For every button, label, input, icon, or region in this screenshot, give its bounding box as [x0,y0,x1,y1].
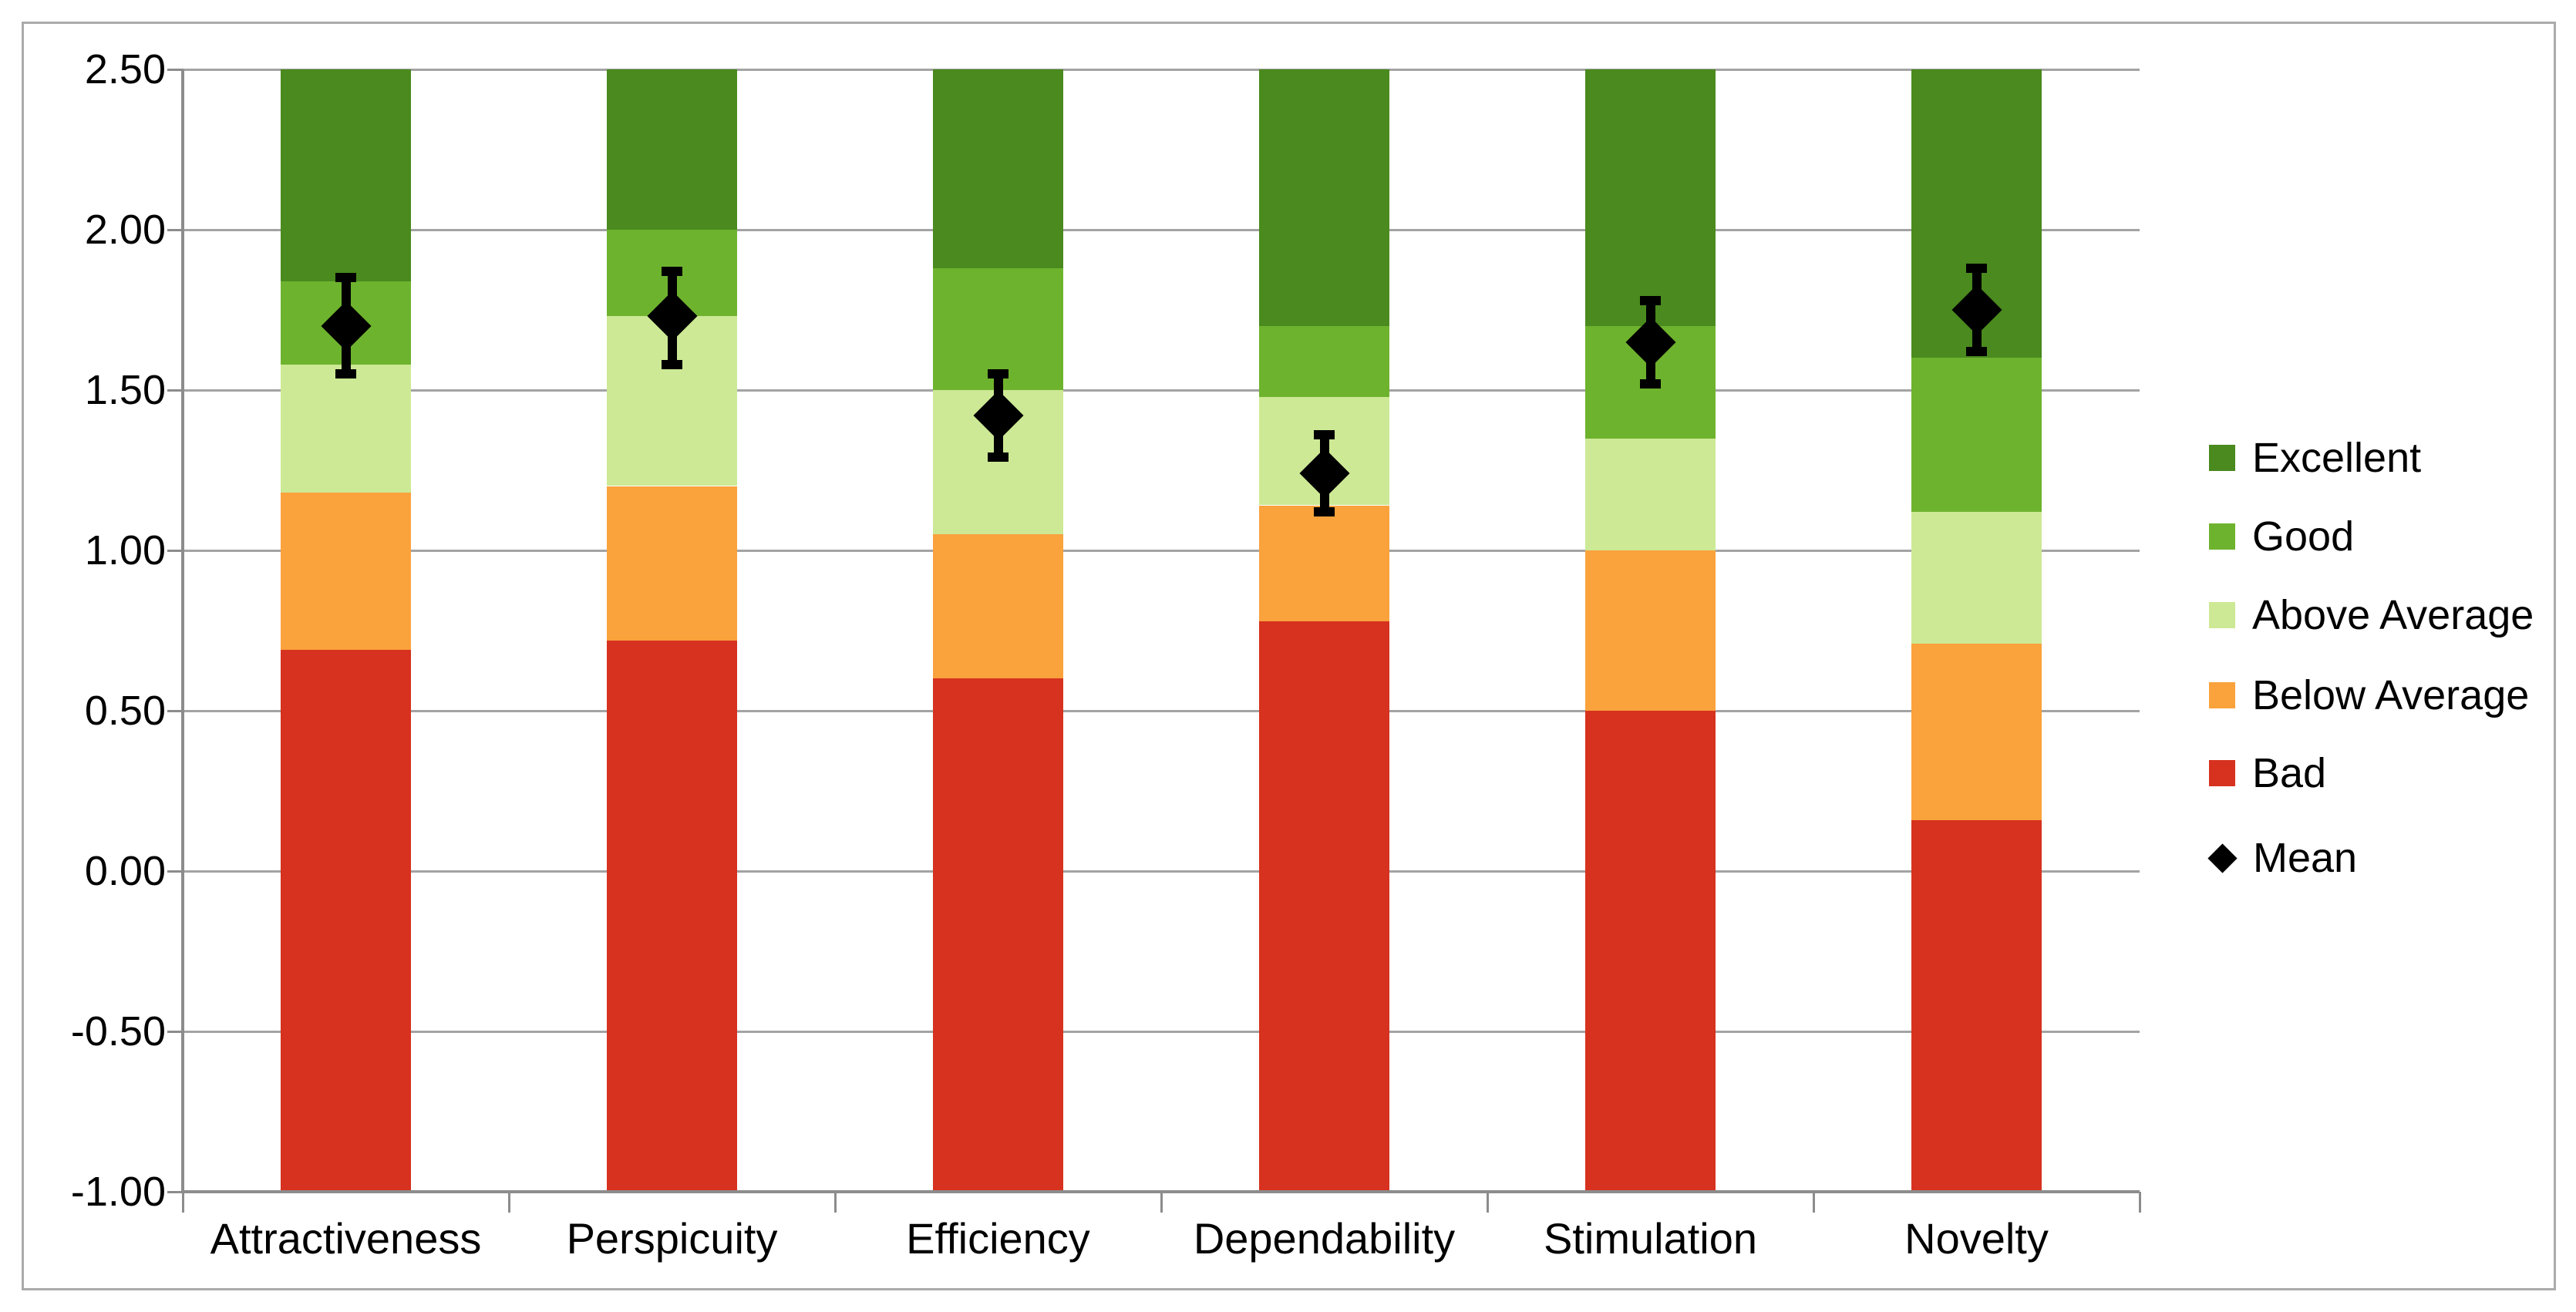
x-axis-category-label: Dependability [1193,1214,1456,1263]
x-axis-category-label: Efficiency [906,1214,1090,1263]
mean-error-cap-bottom [662,360,682,369]
x-axis-tick [834,1192,837,1213]
bar-segment-excellent [281,69,411,281]
legend-item-bad: Bad [2209,750,2326,796]
bar-segment-excellent [1259,69,1389,326]
y-axis-tick [167,1031,183,1033]
y-axis-tick [167,870,183,873]
bar-segment-below-average [1585,550,1716,711]
y-axis-line [181,69,184,1193]
bar-segment-below-average [1259,506,1389,621]
mean-error-cap-top [1314,430,1335,439]
legend-color-swatch [2209,760,2235,786]
legend-diamond-marker [2207,843,2238,873]
y-axis-tick [167,389,183,392]
gridline [183,710,2140,712]
gridline [183,229,2140,231]
y-axis-tick-label: 0.00 [84,848,166,894]
bar-segment-good [1259,326,1389,397]
x-axis-category-label: Stimulation [1543,1214,1758,1263]
bar-segment-excellent [933,69,1063,268]
legend-color-swatch [2209,523,2235,550]
bar-segment-below-average [607,486,737,641]
chart-border-frame [22,22,2556,1290]
bar-segment-bad [1911,819,2042,1192]
gridline [183,1031,2140,1033]
mean-error-cap-bottom [1640,379,1661,389]
legend-item-above-average: Above Average [2209,592,2534,638]
bar-segment-excellent [607,69,737,230]
mean-error-cap-bottom [1966,347,1987,356]
x-axis-category-label: Perspicuity [566,1214,778,1263]
mean-error-cap-bottom [988,452,1009,462]
bar-segment-below-average [933,534,1063,678]
bar-segment-above-average [1911,512,2042,644]
y-axis-tick-label: 0.50 [84,688,166,734]
legend-item-good: Good [2209,513,2354,560]
bar-segment-above-average [281,365,411,493]
y-axis-tick-label: 1.50 [84,367,166,413]
mean-error-cap-bottom [335,369,356,378]
mean-error-cap-top [662,267,682,276]
bar-segment-bad [281,650,411,1192]
bar-segment-good [1911,358,2042,512]
bar-segment-bad [1585,711,1716,1192]
x-axis-tick [2139,1192,2141,1213]
legend-color-swatch [2209,682,2235,708]
legend-label: Excellent [2252,435,2422,481]
mean-error-cap-top [988,369,1009,378]
mean-error-cap-top [1640,296,1661,305]
y-axis-tick [167,69,183,71]
y-axis-tick [167,1191,183,1193]
x-axis-tick [508,1192,510,1213]
x-axis-tick [1813,1192,1815,1213]
legend-item-excellent: Excellent [2209,435,2421,481]
gridline [183,69,2140,71]
legend-label: Mean [2253,835,2358,881]
gridline [183,550,2140,552]
y-axis-tick [167,229,183,231]
y-axis-tick-label: -0.50 [70,1008,166,1055]
gridline [183,389,2140,392]
x-axis-category-label: Attractiveness [210,1214,482,1263]
bar-segment-below-average [1911,644,2042,820]
mean-error-cap-bottom [1314,507,1335,516]
legend-item-below-average: Below Average [2209,672,2529,718]
y-axis-tick-label: 1.00 [84,527,166,574]
gridline [183,870,2140,873]
legend-color-swatch [2209,602,2235,628]
legend-label: Above Average [2252,592,2534,638]
x-axis-category-label: Novelty [1904,1214,2049,1263]
y-axis-tick [167,550,183,552]
bar-segment-excellent [1585,69,1716,326]
mean-error-cap-top [1966,264,1987,273]
x-axis-tick [1487,1192,1489,1213]
legend-item-mean: Mean [2207,835,2358,881]
legend-label: Good [2252,513,2355,560]
bar-segment-below-average [281,493,411,650]
bar-segment-above-average [1585,438,1716,550]
bar-segment-bad [933,678,1063,1192]
mean-error-cap-top [335,273,356,282]
bar-segment-bad [607,640,737,1192]
y-axis-tick-label: 2.00 [84,207,166,253]
x-axis-tick [182,1192,184,1213]
y-axis-tick-label: -1.00 [70,1169,166,1215]
legend-label: Bad [2252,750,2327,796]
legend-color-swatch [2209,445,2235,471]
y-axis-tick [167,710,183,712]
bar-segment-bad [1259,621,1389,1192]
legend-label: Below Average [2252,672,2530,718]
x-axis-tick [1160,1192,1163,1213]
y-axis-tick-label: 2.50 [84,46,166,93]
